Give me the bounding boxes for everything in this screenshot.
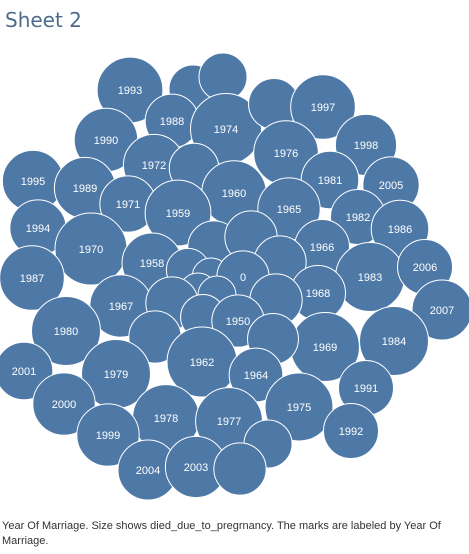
bubble-label: 2006: [413, 262, 437, 274]
bubble-label: 1980: [54, 326, 78, 338]
bubble-1987[interactable]: [0, 245, 65, 311]
bubble-label: 1997: [311, 102, 335, 114]
bubble-label: 2000: [52, 399, 76, 411]
bubble-label: 1982: [346, 212, 370, 224]
bubble-2000[interactable]: [32, 372, 96, 436]
bubble-label: 1989: [73, 183, 97, 195]
bubble-label: 1992: [339, 426, 363, 438]
bubble-label: 1975: [287, 402, 311, 414]
bubble-label: 1971: [116, 199, 140, 211]
bubble-label: 1970: [79, 244, 103, 256]
chart-caption: Year Of Marriage. Size shows died_due_to…: [2, 520, 441, 547]
bubble-label: 1967: [109, 301, 133, 313]
bubble-label: 1998: [354, 140, 378, 152]
bubble-label: 1995: [21, 176, 45, 188]
bubble-label: 2004: [136, 465, 160, 477]
bubble-label: 1999: [96, 430, 120, 442]
bubble-label: 1987: [20, 273, 44, 285]
bubble-label: 2001: [12, 366, 36, 378]
bubble-label: 1988: [160, 116, 184, 128]
sheet-title: Sheet 2: [5, 8, 82, 32]
bubble-label: 1979: [104, 369, 128, 381]
bubble-label: 2003: [184, 462, 208, 474]
bubble-label: 2005: [379, 180, 403, 192]
bubble-label: 1994: [26, 223, 50, 235]
bubble-label: 1972: [142, 160, 166, 172]
bubble-1999[interactable]: [76, 403, 140, 467]
bubble-label: 2007: [430, 305, 454, 317]
bubble-1992[interactable]: [323, 403, 379, 459]
bubble-label: 1976: [274, 148, 298, 160]
bubble-label: 1983: [358, 272, 382, 284]
bubble-1997[interactable]: [290, 74, 356, 140]
bubble-label: 0: [240, 272, 246, 284]
bubble-label: 1964: [244, 370, 268, 382]
bubble-2007[interactable]: [411, 279, 469, 341]
bubble-label: 1968: [306, 288, 330, 300]
bubble-label: 1993: [118, 85, 142, 97]
bubble-label: 1974: [214, 124, 238, 136]
bubble-1980[interactable]: [31, 296, 101, 366]
bubble-label: 1981: [318, 175, 342, 187]
bubble-label: 1991: [354, 383, 378, 395]
packed-bubble-chart: 1993 1988 1974 1997 1990 1972 1976 1998 1995 1989…: [0, 52, 469, 501]
bubble-label: 1960: [222, 188, 246, 200]
bubble-label: 1986: [388, 224, 412, 236]
bubble-1984[interactable]: [359, 306, 429, 376]
bubble-unlabeled-63[interactable]: [213, 442, 267, 496]
bubble-label: 1984: [382, 336, 406, 348]
bubble-label: 1977: [217, 416, 241, 428]
bubble-label: 1969: [313, 342, 337, 354]
bubble-label: 1959: [166, 208, 190, 220]
bubble-label: 1978: [154, 413, 178, 425]
bubble-label: 1950: [226, 316, 250, 328]
bubble-label: 1965: [277, 204, 301, 216]
bubble-label: 1966: [310, 242, 334, 254]
bubble-label: 1958: [140, 258, 164, 270]
bubble-label: 1990: [94, 135, 118, 147]
bubble-label: 1962: [190, 357, 214, 369]
